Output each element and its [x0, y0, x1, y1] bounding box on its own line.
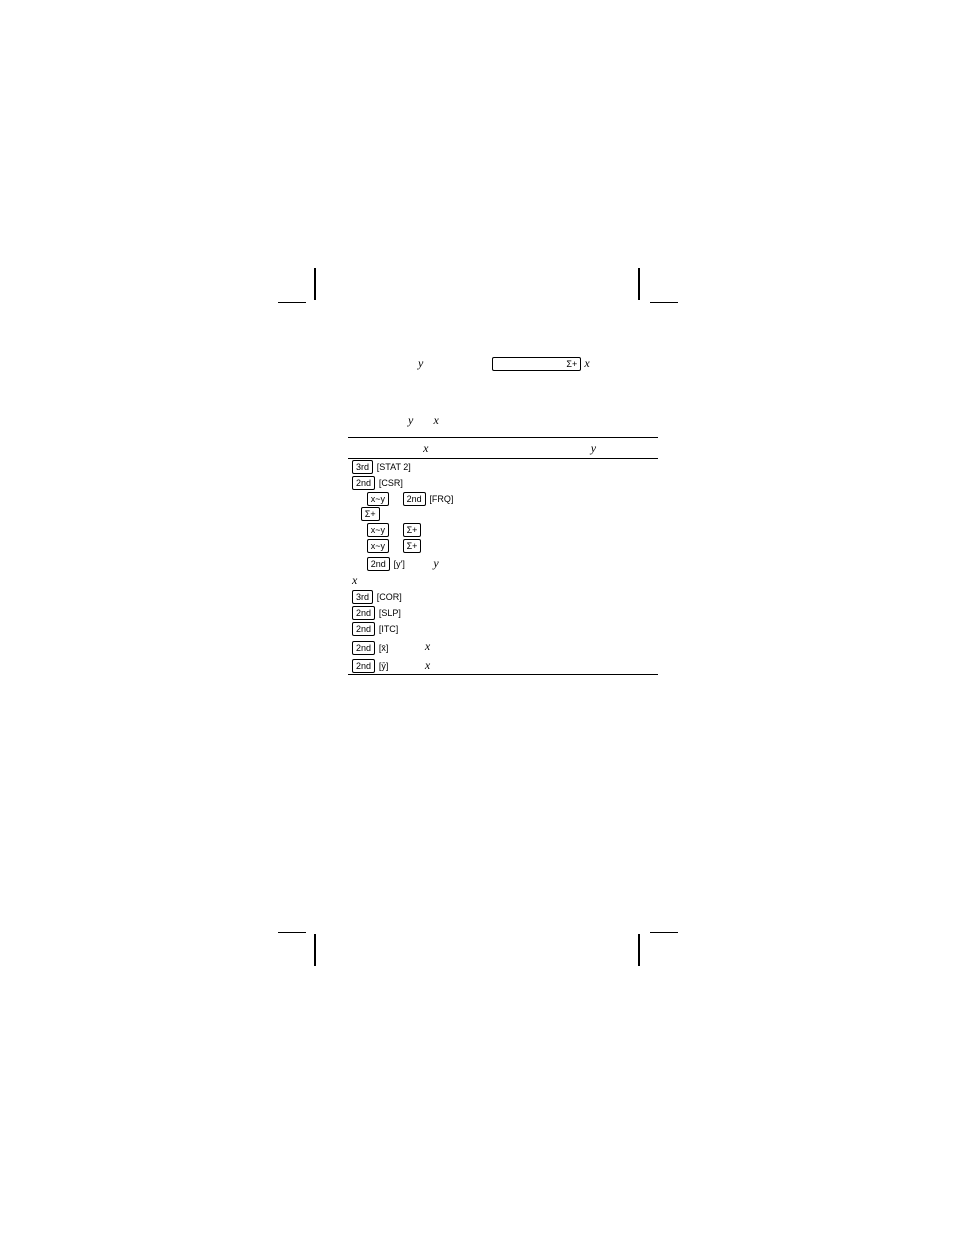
second-key: 2nd [352, 476, 375, 490]
line-2: y x [348, 412, 658, 429]
sigma-plus-key: Σ+ [403, 539, 422, 553]
table-row: 3rd [COR] [348, 589, 658, 605]
keystroke-table: Press x y 3rd [STAT 2] 2n [348, 437, 658, 676]
crop-mark [638, 934, 640, 966]
itc-label: [ITC] [378, 623, 400, 635]
var-x: x [425, 658, 430, 672]
xy-key: x~y [367, 539, 389, 553]
table-row: 2nd [x̄] x [348, 637, 658, 656]
var-y: y [418, 356, 423, 370]
second-key: 2nd [352, 622, 375, 636]
xy-key: x~y [367, 523, 389, 537]
crop-mark [314, 934, 316, 966]
var-y: y [591, 441, 596, 455]
stat2-label: [STAT 2] [376, 461, 412, 473]
table-row: 2nd [ITC] [348, 621, 658, 637]
crop-mark [650, 932, 678, 933]
table-row: x~y 2nd [FRQ] Σ+ [348, 491, 658, 521]
table-row: 2nd [y'] y x [348, 554, 658, 589]
crop-mark [650, 302, 678, 303]
table-row: x~y Σ+ [348, 522, 658, 538]
table-row: x~y Σ+ [348, 538, 658, 554]
col-header-3: y [554, 437, 658, 459]
sigma-plus-key: Σ+ [403, 523, 422, 537]
sigma-plus-key: Σ+ [361, 507, 380, 521]
col-header-2 [466, 437, 554, 459]
crop-mark [314, 268, 316, 300]
second-key: 2nd [352, 641, 375, 655]
col-header-1: Press x [348, 437, 466, 459]
page: y -value, press Σ+ x y x Press x [0, 0, 954, 1235]
second-key: 2nd [367, 557, 390, 571]
table-row: 2nd [ȳ] x [348, 656, 658, 675]
table-row: 2nd [SLP] [348, 605, 658, 621]
sigma-plus-key: Σ+ [492, 357, 581, 371]
slp-label: [SLP] [378, 607, 402, 619]
second-key: 2nd [352, 659, 375, 673]
var-x: x [352, 573, 357, 587]
line-1: y -value, press Σ+ x [348, 355, 658, 372]
frq-label: [FRQ] [428, 493, 454, 505]
table-header-row: Press x y [348, 437, 658, 459]
yprime-label: [y'] [393, 558, 406, 570]
second-key: 2nd [352, 606, 375, 620]
crop-mark [278, 932, 306, 933]
xy-key: x~y [367, 492, 389, 506]
table-body: 3rd [STAT 2] 2nd [CSR] x~y 2nd [FRQ] Σ+ [348, 459, 658, 675]
var-x: x [433, 413, 438, 427]
var-x: x [425, 639, 430, 653]
crop-mark [278, 302, 306, 303]
var-x: x [423, 441, 428, 455]
crop-mark [638, 268, 640, 300]
var-y: y [433, 556, 438, 570]
cor-label: [COR] [376, 591, 403, 603]
third-key: 3rd [352, 460, 373, 474]
content-block: y -value, press Σ+ x y x Press x [348, 355, 658, 675]
table-row: 2nd [CSR] [348, 475, 658, 491]
table-row: 3rd [STAT 2] [348, 459, 658, 476]
xbar-label: [x̄] [378, 642, 390, 654]
second-key: 2nd [403, 492, 426, 506]
var-x: x [584, 356, 589, 370]
csr-label: [CSR] [378, 477, 404, 489]
third-key: 3rd [352, 590, 373, 604]
ybar-label: [ȳ] [378, 660, 390, 672]
var-y: y [408, 413, 413, 427]
